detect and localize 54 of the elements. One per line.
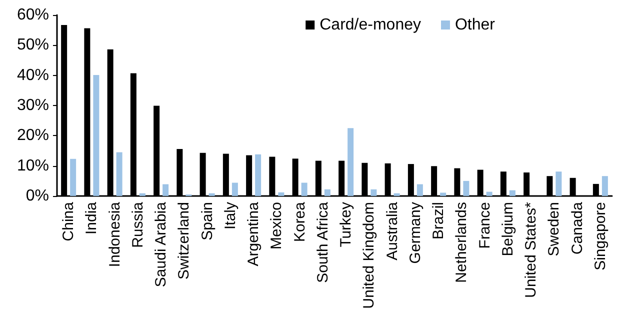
y-tick-label: 0%	[26, 188, 49, 204]
bar	[70, 158, 76, 196]
bar	[278, 192, 284, 196]
x-tick-label: Australia	[384, 201, 401, 260]
bar	[556, 172, 562, 196]
x-tick-label: South Africa	[314, 201, 332, 283]
x-tick-label: Argentina	[245, 201, 262, 266]
y-tick-label: 40%	[16, 66, 49, 84]
bar	[208, 193, 215, 196]
x-tick-label: Turkey	[338, 202, 355, 248]
x-tick-label: Switzerland	[176, 202, 193, 280]
bar	[301, 182, 308, 196]
bar	[324, 189, 330, 196]
x-tick-label: Spain	[198, 202, 216, 240]
x-tick-label: France	[476, 202, 494, 249]
x-tick-label: Sweden	[546, 202, 563, 256]
x-tick-label: China	[60, 201, 78, 242]
bar	[416, 184, 423, 196]
bar	[162, 184, 169, 196]
x-tick-label: United Kingdom	[360, 202, 378, 309]
bar	[348, 128, 354, 196]
x-tick-label: Saudi Arabia	[152, 201, 170, 288]
x-tick-label: Singapore	[592, 202, 609, 270]
x-tick-label: Brazil	[430, 202, 448, 240]
y-tick-label: 20%	[16, 127, 49, 144]
bar	[255, 154, 262, 196]
y-tick-label: 60%	[16, 6, 49, 24]
x-tick-label: Indonesia	[106, 201, 124, 268]
bar	[509, 190, 516, 196]
bar	[463, 180, 470, 196]
x-tick-label: Germany	[406, 202, 424, 264]
legend-label: Other	[454, 16, 496, 34]
x-tick-label: United States*	[522, 202, 540, 298]
x-tick-label: Russia	[129, 201, 146, 248]
x-tick-label: India	[83, 201, 100, 235]
bar	[139, 193, 146, 196]
bar	[93, 75, 100, 196]
x-tick-label: Belgium	[499, 202, 516, 256]
legend-label: Card/e-money	[320, 16, 421, 34]
x-tick-label: Netherlands	[453, 202, 470, 283]
bar	[440, 192, 446, 196]
bar	[232, 182, 238, 196]
y-tick-label: 30%	[16, 97, 49, 114]
y-tick-label: 50%	[16, 36, 49, 54]
bar	[116, 152, 122, 196]
x-tick-label: Italy	[222, 202, 239, 230]
x-tick-label: Korea	[291, 201, 308, 242]
x-tick-label: Mexico	[268, 202, 286, 250]
bar	[486, 192, 492, 196]
y-tick-label: 10%	[16, 157, 49, 174]
bar	[394, 193, 400, 196]
x-tick-label: Canada	[568, 201, 586, 255]
bar	[370, 189, 377, 196]
bar	[602, 176, 608, 196]
